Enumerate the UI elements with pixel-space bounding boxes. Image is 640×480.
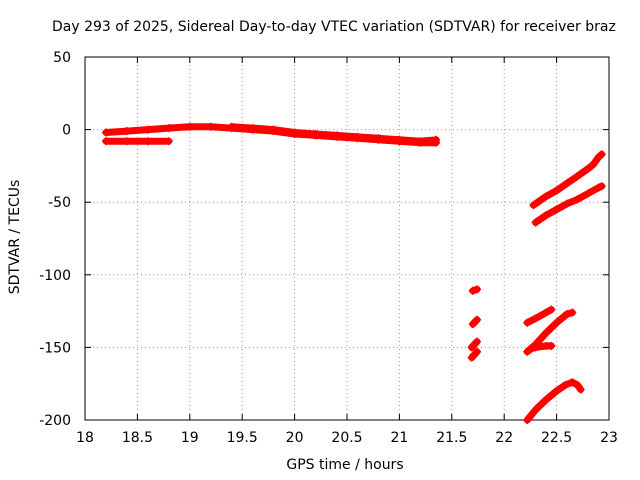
data-point bbox=[122, 137, 131, 146]
data-point bbox=[332, 131, 341, 140]
data-point bbox=[468, 320, 477, 329]
data-point bbox=[584, 189, 593, 198]
data-point bbox=[529, 201, 538, 210]
data-point bbox=[573, 172, 582, 181]
data-point bbox=[584, 164, 593, 173]
data-point bbox=[542, 211, 551, 220]
x-axis-label: GPS time / hours bbox=[286, 457, 404, 473]
series-track-f bbox=[468, 338, 481, 351]
data-point bbox=[576, 385, 585, 394]
data-point bbox=[311, 129, 320, 138]
data-point bbox=[552, 205, 561, 214]
axis-ticks: 18 18.5 19 19.5 20 20.5 21 21.5 22 22.5 23 50 0 -50 -1… bbox=[39, 50, 618, 446]
x-tick-label: 19.5 bbox=[227, 430, 258, 446]
data-point bbox=[122, 127, 131, 136]
data-point bbox=[143, 125, 152, 134]
data-point bbox=[374, 134, 383, 143]
data-point bbox=[468, 286, 477, 295]
data-point bbox=[269, 125, 278, 134]
y-tick-label: -50 bbox=[48, 195, 71, 211]
x-tick-label: 23 bbox=[600, 430, 618, 446]
y-axis-label: SDTVAR / TECUs bbox=[7, 179, 23, 295]
data-point bbox=[531, 314, 540, 323]
data-point bbox=[563, 179, 572, 188]
data-point bbox=[143, 137, 152, 146]
x-tick-label: 20 bbox=[286, 430, 304, 446]
y-tick-label: -100 bbox=[39, 268, 71, 284]
data-point bbox=[547, 341, 556, 350]
y-tick-label: 50 bbox=[53, 50, 71, 66]
data-point bbox=[523, 416, 532, 424]
data-point bbox=[568, 378, 577, 387]
data-point bbox=[164, 124, 173, 133]
data-point bbox=[573, 195, 582, 204]
data-point bbox=[552, 386, 561, 395]
data-point bbox=[432, 135, 441, 144]
data-point bbox=[542, 328, 551, 337]
data-point bbox=[164, 137, 173, 146]
data-point bbox=[353, 132, 362, 141]
data-point bbox=[290, 128, 299, 137]
data-point bbox=[101, 128, 110, 137]
x-tick-label: 22 bbox=[495, 430, 513, 446]
data-point bbox=[227, 122, 236, 131]
data-point bbox=[563, 310, 572, 319]
data-series bbox=[101, 122, 606, 424]
x-tick-label: 22.5 bbox=[541, 430, 572, 446]
data-point bbox=[472, 337, 481, 346]
x-tick-label: 21 bbox=[390, 430, 408, 446]
data-point bbox=[523, 318, 532, 327]
data-point bbox=[472, 347, 481, 356]
data-point bbox=[542, 395, 551, 404]
y-tick-label: -150 bbox=[39, 340, 71, 356]
x-tick-label: 20.5 bbox=[331, 430, 362, 446]
y-tick-label: 0 bbox=[62, 123, 71, 139]
x-tick-label: 21.5 bbox=[436, 430, 467, 446]
data-point bbox=[568, 308, 577, 317]
chart-title: Day 293 of 2025, Sidereal Day-to-day VTE… bbox=[52, 19, 616, 35]
data-point bbox=[472, 315, 481, 324]
data-point bbox=[542, 192, 551, 201]
data-point bbox=[531, 405, 540, 414]
data-point bbox=[531, 343, 540, 352]
data-point bbox=[531, 218, 540, 227]
data-point bbox=[542, 308, 551, 317]
data-point bbox=[416, 137, 425, 146]
data-point bbox=[552, 186, 561, 195]
data-point bbox=[467, 343, 476, 352]
series-track-i bbox=[532, 182, 606, 226]
series-track-g bbox=[468, 348, 481, 362]
x-tick-label: 19 bbox=[181, 430, 199, 446]
data-point bbox=[597, 182, 606, 191]
data-point bbox=[248, 124, 257, 133]
data-point bbox=[597, 150, 606, 159]
x-tick-label: 18 bbox=[76, 430, 94, 446]
data-point bbox=[526, 344, 535, 353]
series-track-m bbox=[523, 378, 585, 424]
data-point bbox=[395, 135, 404, 144]
data-point bbox=[467, 353, 476, 362]
series-track-j bbox=[523, 306, 555, 327]
data-point bbox=[589, 160, 598, 169]
data-point bbox=[547, 305, 556, 314]
data-point bbox=[573, 381, 582, 390]
data-point bbox=[101, 137, 110, 146]
data-point bbox=[563, 199, 572, 208]
x-tick-label: 18.5 bbox=[122, 430, 153, 446]
y-tick-label: -200 bbox=[39, 413, 71, 429]
data-point bbox=[560, 381, 569, 390]
grid-lines bbox=[85, 57, 609, 420]
data-point bbox=[552, 318, 561, 327]
data-point bbox=[206, 122, 215, 131]
data-point bbox=[472, 285, 481, 294]
data-point bbox=[185, 122, 194, 131]
